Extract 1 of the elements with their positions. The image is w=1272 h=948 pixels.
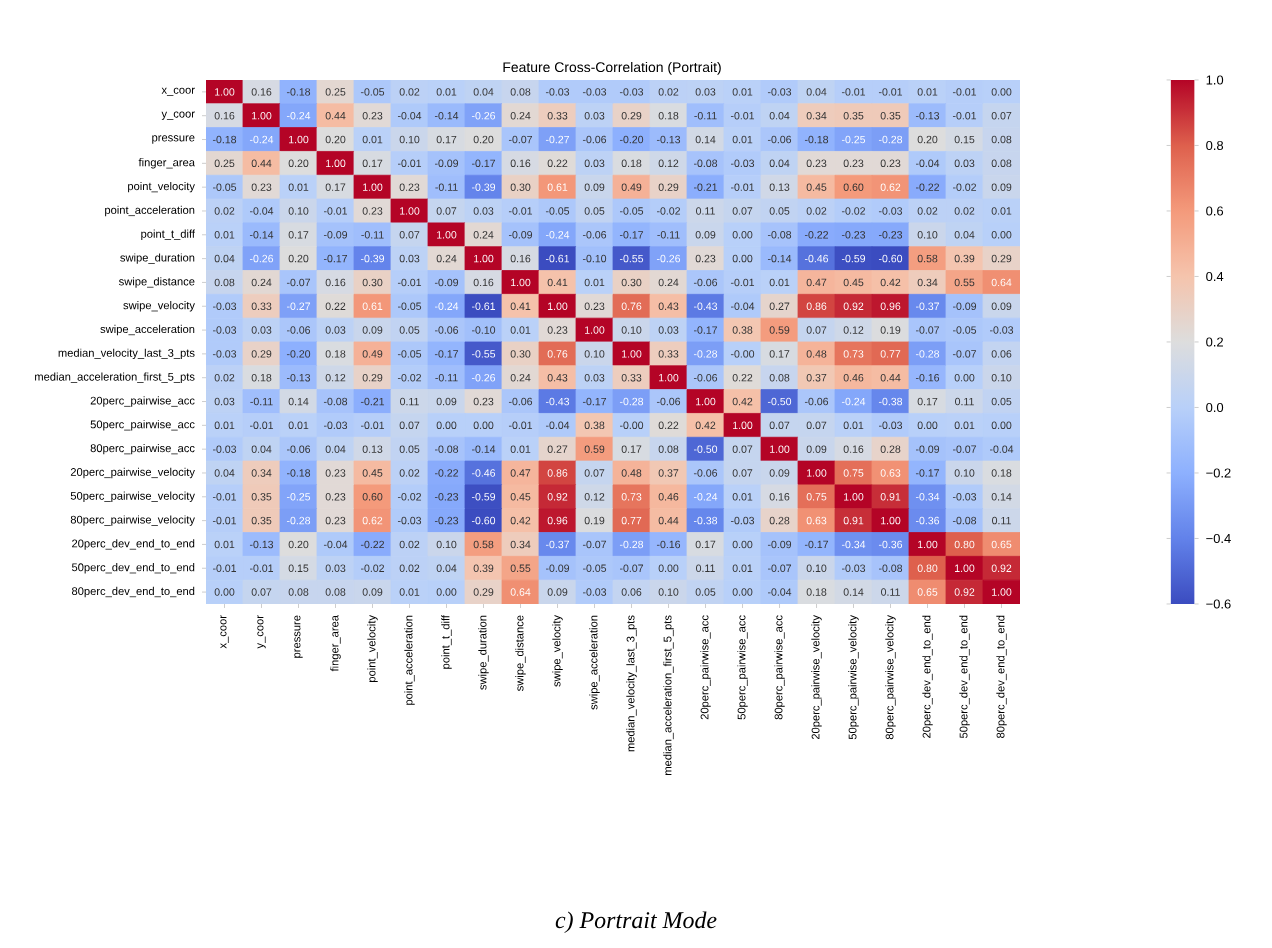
text: c) Portrait Mode [555,911,717,934]
